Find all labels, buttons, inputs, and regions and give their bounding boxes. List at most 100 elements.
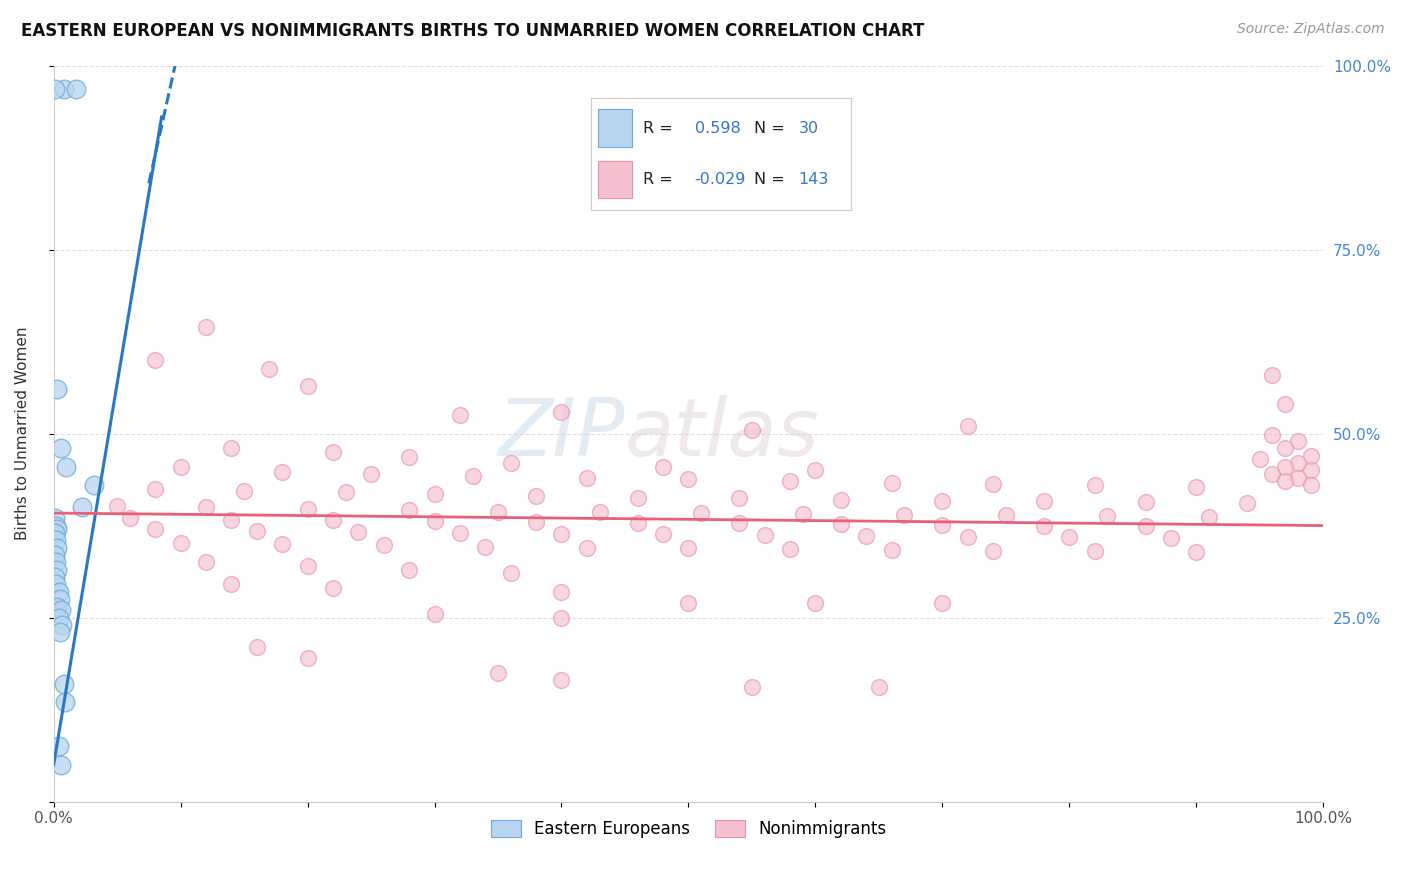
Point (981, 543, 1004, 558)
Point (1274, 475, 1296, 489)
Point (46, 522, 69, 536)
Bar (599, 109, 633, 147)
Point (1059, 530, 1081, 544)
Point (49, 592, 72, 607)
Point (44, 82, 66, 96)
Point (550, 526, 572, 541)
Point (143, 482, 166, 496)
Point (45, 518, 67, 533)
Point (804, 596, 827, 610)
Text: Source: ZipAtlas.com: Source: ZipAtlas.com (1237, 22, 1385, 37)
Point (1274, 397, 1296, 411)
Point (678, 472, 700, 486)
Point (373, 538, 395, 552)
Point (70, 500, 93, 515)
Text: ZIP: ZIP (498, 394, 624, 473)
Point (741, 681, 763, 695)
Point (779, 542, 801, 557)
Y-axis label: Births to Unmarried Women: Births to Unmarried Women (15, 326, 30, 541)
Point (398, 503, 420, 517)
Point (880, 475, 903, 490)
Point (360, 467, 382, 481)
Point (48, 610, 70, 624)
Point (550, 584, 572, 599)
Point (423, 514, 446, 528)
Point (981, 476, 1004, 491)
Point (1299, 478, 1322, 492)
Point (830, 492, 852, 507)
Point (486, 505, 509, 519)
Point (830, 517, 852, 532)
Point (1185, 545, 1208, 559)
Point (855, 529, 877, 543)
Point (246, 524, 269, 538)
Point (1160, 531, 1182, 545)
Point (994, 508, 1017, 523)
Point (956, 419, 979, 434)
Point (1084, 544, 1107, 558)
Point (398, 563, 420, 577)
Point (51, 442, 73, 456)
Point (575, 471, 598, 485)
Point (169, 535, 191, 549)
Point (1198, 509, 1220, 524)
Point (44, 525, 66, 540)
Point (880, 542, 903, 557)
Text: 0.598: 0.598 (695, 120, 741, 136)
Point (271, 465, 294, 479)
Text: -0.029: -0.029 (695, 172, 747, 187)
Point (499, 566, 522, 581)
Point (728, 516, 751, 531)
Point (652, 527, 675, 541)
Point (956, 530, 979, 544)
Point (52, 82, 75, 96)
Text: R =: R = (643, 120, 672, 136)
Point (678, 541, 700, 556)
Point (44, 570, 66, 584)
Point (55, 459, 77, 474)
Point (678, 596, 700, 610)
Point (297, 378, 319, 392)
Point (499, 456, 522, 470)
Point (1261, 467, 1284, 481)
Point (627, 491, 650, 505)
Point (105, 499, 128, 513)
Point (423, 487, 446, 501)
Point (143, 353, 166, 368)
Point (893, 508, 915, 522)
Point (1084, 478, 1107, 492)
Point (1286, 471, 1309, 485)
Text: N =: N = (755, 172, 785, 187)
Point (45, 577, 67, 591)
Point (486, 665, 509, 680)
Point (46, 599, 69, 614)
Point (1299, 463, 1322, 477)
Point (588, 505, 610, 519)
Point (51, 603, 73, 617)
Point (221, 442, 243, 456)
Point (423, 607, 446, 621)
Bar (599, 161, 633, 199)
Text: 30: 30 (799, 120, 818, 136)
Point (728, 491, 751, 506)
Point (233, 483, 256, 498)
Point (143, 522, 166, 536)
Text: N =: N = (755, 120, 785, 136)
Text: EASTERN EUROPEAN VS NONIMMIGRANTS BIRTHS TO UNMARRIED WOMEN CORRELATION CHART: EASTERN EUROPEAN VS NONIMMIGRANTS BIRTHS… (21, 22, 925, 40)
Point (575, 541, 598, 555)
Text: atlas: atlas (624, 394, 820, 473)
Point (1286, 456, 1309, 470)
Point (297, 501, 319, 516)
Point (1236, 496, 1258, 510)
Point (524, 515, 547, 529)
Point (690, 506, 713, 520)
Point (1135, 495, 1157, 509)
Point (449, 525, 471, 540)
Point (49, 625, 72, 640)
Point (52, 677, 75, 691)
Point (1274, 442, 1296, 456)
Point (524, 489, 547, 503)
Point (550, 404, 572, 418)
Point (259, 361, 281, 376)
Point (804, 463, 827, 477)
